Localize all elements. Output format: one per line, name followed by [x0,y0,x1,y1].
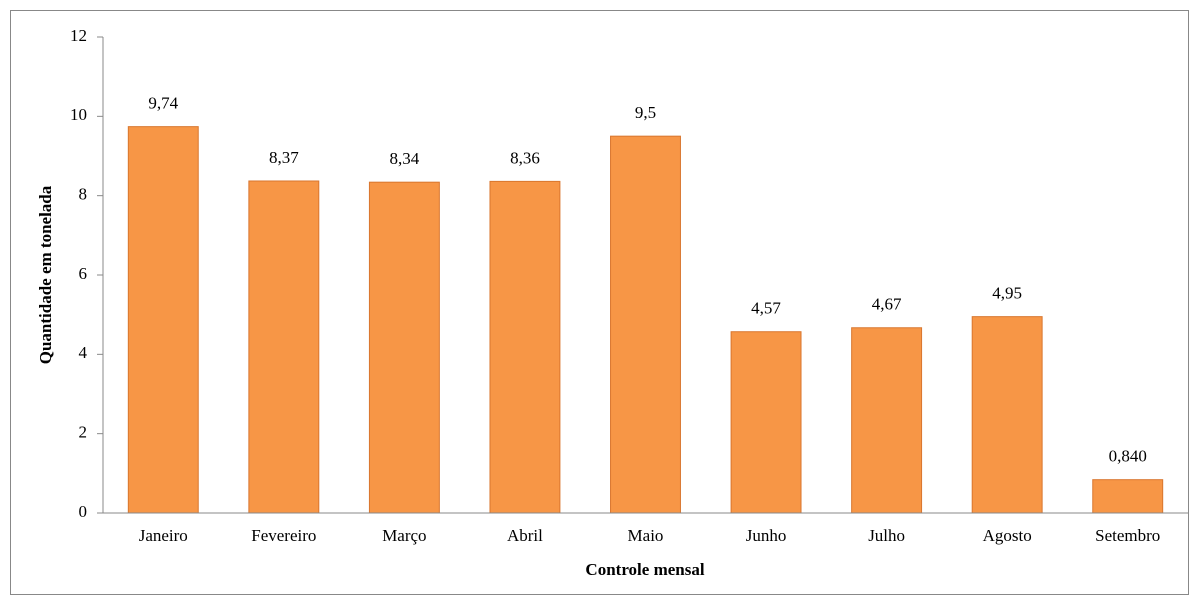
value-label: 4,57 [751,299,781,318]
bar [730,331,802,514]
x-tick-label: Março [382,526,426,545]
bar [971,316,1043,514]
y-tick-label: 4 [79,343,88,362]
x-tick-label: Abril [507,526,543,545]
x-tick-label: Setembro [1095,526,1160,545]
value-label: 8,36 [510,148,540,167]
value-label: 0,840 [1109,447,1147,466]
value-label: 8,37 [269,148,299,167]
value-label: 8,34 [390,149,420,168]
value-label: 9,5 [635,103,656,122]
x-axis-title: Controle mensal [585,560,704,579]
y-tick-label: 10 [70,105,87,124]
bar [368,181,440,514]
bar [610,135,681,514]
bar [489,180,561,514]
y-axis-title: Quantidade em tonelada [36,185,55,364]
x-tick-label: Maio [628,526,664,545]
x-tick-label: Fevereiro [251,526,316,545]
value-label: 4,95 [992,284,1022,303]
value-label: 9,74 [148,94,178,113]
x-tick-label: Agosto [983,526,1032,545]
bar [248,180,320,514]
x-tick-label: Julho [868,526,905,545]
y-tick-label: 8 [79,185,88,204]
bar [127,126,199,514]
y-tick-label: 0 [79,502,88,521]
y-tick-label: 2 [79,423,88,442]
x-tick-label: Janeiro [139,526,188,545]
y-tick-label: 6 [79,264,88,283]
y-tick-label: 12 [70,26,87,45]
x-tick-label: Junho [746,526,787,545]
value-label: 4,67 [872,295,902,314]
bar [1092,479,1164,514]
bar [851,327,923,514]
